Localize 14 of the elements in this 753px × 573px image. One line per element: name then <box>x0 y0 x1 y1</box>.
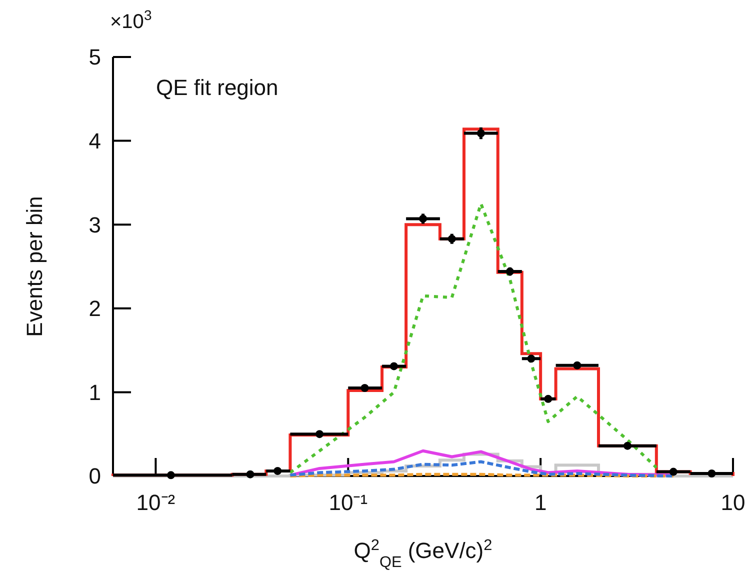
x-tick-label: 10⁻¹ <box>328 490 368 515</box>
annotation: QE fit region <box>156 75 278 100</box>
x-tick-label: 10 <box>720 490 746 515</box>
text: ×10$^{3}$ <box>110 7 152 33</box>
x-tick-label: 10⁻² <box>136 490 176 515</box>
y-tick-label: 2 <box>88 296 101 322</box>
y-tick-label: 3 <box>88 212 101 238</box>
x-tick-label: 1 <box>534 490 547 515</box>
y-tick-label: 4 <box>88 128 101 154</box>
y-axis-title: Events per bin <box>22 196 47 337</box>
y-tick-label: 0 <box>88 464 101 489</box>
x-axis-title: Q$^{2}$$_{QE}$ (GeV/c)$^{2}$ <box>354 536 492 570</box>
y-tick-label: 1 <box>88 380 101 405</box>
y-tick-label: 5 <box>88 44 101 70</box>
